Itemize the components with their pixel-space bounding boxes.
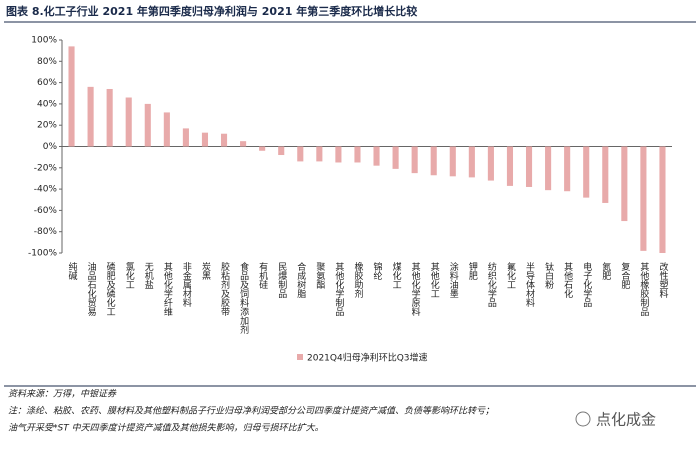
- bar: [525, 146, 533, 187]
- note: 注：涤纶、粘胶、农药、膜材料及其他塑料制品子行业归母净利润受部分公司四季度计提资…: [8, 406, 494, 417]
- bar: [545, 146, 552, 191]
- y-tick-label: -20%: [34, 163, 58, 173]
- x-tick-label: 非金属材料: [181, 261, 192, 308]
- x-tick-label: 其他化学原料: [410, 262, 421, 317]
- bar: [106, 88, 113, 147]
- bar: [354, 146, 361, 163]
- x-tick-label: 复合肥: [619, 261, 630, 290]
- x-tick-label: 其他化学纤维: [162, 262, 173, 317]
- watermark-icon: [575, 411, 591, 427]
- y-tick-label: -40%: [34, 185, 58, 195]
- bar: [259, 146, 266, 151]
- bar: [68, 46, 75, 147]
- x-tick-label: 炭黑: [200, 262, 211, 281]
- bar: [411, 146, 418, 174]
- y-tick-label: -80%: [34, 227, 58, 237]
- bar: [163, 112, 170, 147]
- bar: [468, 146, 475, 178]
- x-tick-label: 钛白粉: [543, 261, 554, 290]
- bar: [182, 128, 189, 147]
- x-tick-label: 氮肥: [600, 261, 611, 281]
- y-tick-label: 100%: [31, 36, 57, 46]
- x-tick-label: 橡胶助剂: [352, 261, 363, 299]
- bar: [506, 146, 514, 186]
- y-tick-label: 20%: [37, 121, 57, 131]
- x-tick-label: 其他化学制品: [333, 262, 344, 317]
- y-tick-label: -60%: [34, 206, 58, 216]
- note: 油气开采受*ST 中天四季度计提资产减值及其他损失影响，归母亏损环比扩大。: [8, 423, 324, 434]
- bar: [659, 146, 666, 253]
- bar: [278, 146, 285, 156]
- x-tick-label: 食品及饲料添加剂: [238, 261, 249, 335]
- bar: [373, 146, 380, 166]
- x-tick-label: 纯碱: [67, 261, 78, 281]
- legend-label: 2021Q4归母净利环比Q3增速: [307, 352, 428, 364]
- x-tick-label: 氟化工: [505, 261, 516, 289]
- y-tick-label: -100%: [28, 249, 57, 259]
- bar: [583, 146, 590, 198]
- y-tick-label: 80%: [37, 57, 57, 67]
- x-tick-label: 其他石化: [562, 262, 573, 299]
- x-tick-label: 半导体材料: [524, 261, 535, 308]
- bar: [316, 146, 323, 162]
- bar: [220, 133, 228, 147]
- bar: [449, 146, 456, 177]
- x-tick-label: 改性塑料: [657, 261, 668, 299]
- x-tick-label: 胶粘剂及胶带: [219, 261, 230, 317]
- x-tick-label: 其他橡胶制品: [638, 262, 649, 317]
- bar: [602, 146, 609, 203]
- bar: [487, 146, 494, 181]
- chart-title: 图表 8.化工子行业 2021 年第四季度归母净利润与 2021 年第三季度环比…: [6, 4, 417, 18]
- x-tick-label: 磷肥及磷化工: [105, 261, 116, 316]
- x-tick-label: 氯化工: [124, 261, 135, 289]
- y-tick-label: 60%: [37, 78, 57, 88]
- bar: [640, 146, 647, 251]
- bar: [125, 97, 132, 147]
- bar: [87, 86, 94, 147]
- x-tick-label: 合成树脂: [295, 261, 306, 299]
- x-tick-label: 有机硅: [257, 261, 268, 289]
- y-tick-label: 0%: [43, 142, 58, 152]
- bar: [335, 146, 342, 163]
- watermark: 点化成金: [596, 411, 656, 429]
- x-tick-label: 无机盐: [143, 262, 154, 289]
- x-tick-label: 其他化工: [429, 262, 440, 298]
- bar: [392, 146, 399, 169]
- bar: [297, 146, 304, 162]
- x-tick-label: 电子化学品: [581, 261, 592, 308]
- bar: [621, 146, 628, 222]
- bar: [564, 146, 571, 192]
- x-tick-label: 聚氨酯: [314, 262, 325, 290]
- bar: [201, 132, 209, 147]
- x-tick-label: 油品石化贸易: [86, 261, 97, 317]
- source: 资料来源：万得，中银证券: [8, 389, 117, 400]
- bar: [430, 146, 437, 176]
- bar: [144, 103, 151, 147]
- x-tick-label: 民爆制品: [276, 262, 287, 299]
- legend-swatch: [297, 354, 303, 360]
- x-tick-label: 钾肥: [467, 261, 478, 281]
- x-tick-label: 纺织化学品: [486, 261, 497, 308]
- bar: [240, 141, 247, 147]
- x-tick-label: 煤化工: [391, 261, 402, 289]
- x-tick-label: 锦纶: [372, 261, 383, 280]
- y-tick-label: 40%: [37, 99, 57, 109]
- x-tick-label: 涂料油墨: [448, 261, 459, 298]
